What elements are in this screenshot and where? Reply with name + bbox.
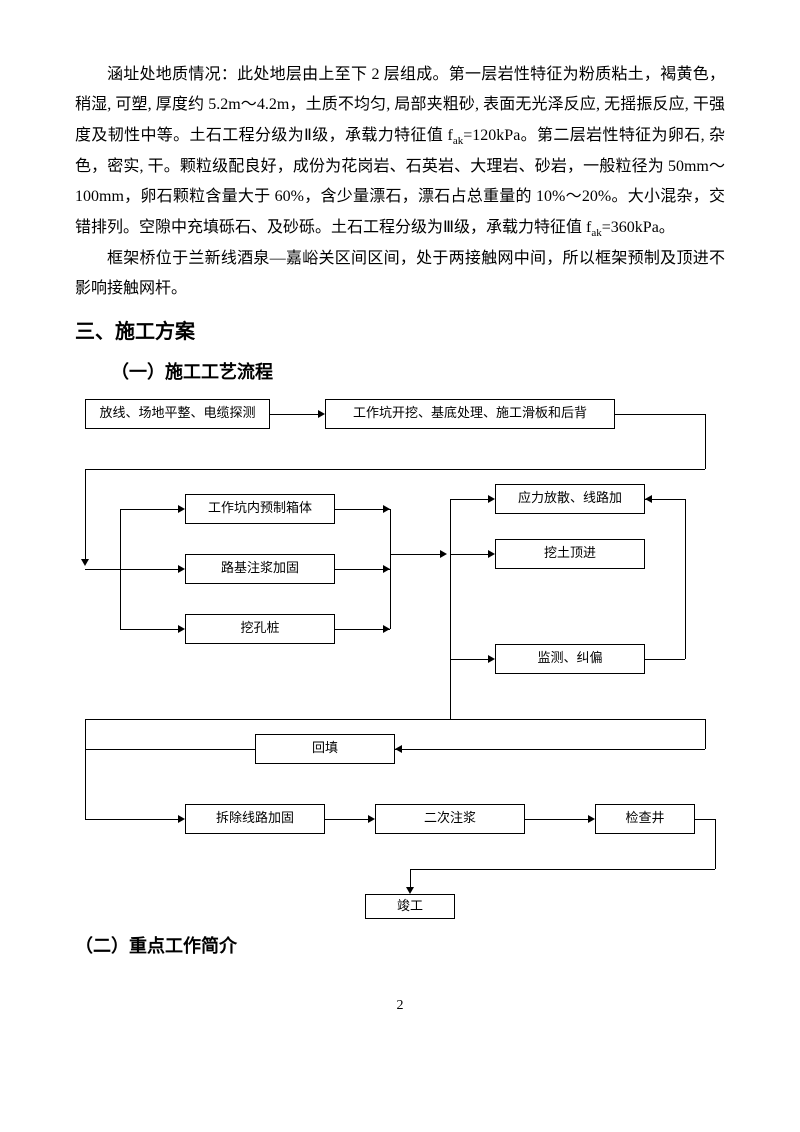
edge	[705, 414, 706, 469]
edge	[335, 569, 390, 570]
heading-sub-1: （一）施工工艺流程	[75, 355, 725, 389]
edge	[85, 559, 86, 560]
node-grouting: 路基注浆加固	[185, 554, 335, 584]
node-pile: 挖孔桩	[185, 614, 335, 644]
arrow	[645, 495, 652, 503]
heading-section-3: 三、施工方案	[75, 313, 725, 351]
construction-flowchart: 放线、场地平整、电缆探测 工作坑开挖、基底处理、施工滑板和后背 工作坑内预制箱体…	[75, 399, 725, 919]
edge	[335, 629, 390, 630]
edge	[450, 499, 451, 669]
page-number: 2	[75, 993, 725, 1020]
edge	[705, 719, 706, 749]
arrow	[488, 495, 495, 503]
arrow	[488, 550, 495, 558]
paragraph-bridge: 框架桥位于兰新线酒泉—嘉峪关区间区间，处于两接触网中间，所以框架预制及顶进不影响…	[75, 244, 725, 305]
edge	[450, 669, 451, 719]
arrow	[588, 815, 595, 823]
arrow	[488, 655, 495, 663]
edge	[450, 499, 488, 500]
heading-sub-2: （二）重点工作简介	[75, 929, 725, 963]
edge	[450, 659, 488, 660]
edge	[85, 749, 255, 750]
arrow	[395, 745, 402, 753]
node-monitor: 监测、纠偏	[495, 644, 645, 674]
arrow	[368, 815, 375, 823]
edge	[715, 819, 716, 869]
p1-sub1: ak	[453, 135, 463, 147]
arrow	[383, 505, 390, 513]
node-complete: 竣工	[365, 894, 455, 919]
edge	[410, 869, 411, 887]
edge	[85, 819, 178, 820]
edge	[85, 469, 705, 470]
node-backfill: 回填	[255, 734, 395, 764]
arrow	[178, 565, 185, 573]
edge	[645, 659, 685, 660]
node-manhole: 检查井	[595, 804, 695, 834]
edge	[325, 819, 368, 820]
paragraph-geology: 涵址处地质情况：此处地层由上至下 2 层组成。第一层岩性特征为粉质粘土，褐黄色，…	[75, 60, 725, 244]
node-regrouting: 二次注浆	[375, 804, 525, 834]
node-stress: 应力放散、线路加	[495, 484, 645, 514]
arrow	[383, 565, 390, 573]
p1-sub2: ak	[591, 227, 601, 239]
arrow	[178, 625, 185, 633]
edge	[390, 554, 440, 555]
arrow	[178, 505, 185, 513]
edge	[685, 499, 686, 659]
edge	[395, 749, 705, 750]
edge	[120, 509, 178, 510]
edge	[335, 509, 390, 510]
edge	[270, 414, 318, 415]
node-pit: 工作坑开挖、基底处理、施工滑板和后背	[325, 399, 615, 429]
arrow	[383, 625, 390, 633]
edge	[85, 469, 86, 559]
node-jacking: 挖土顶进	[495, 539, 645, 569]
edge	[85, 719, 705, 720]
node-precast: 工作坑内预制箱体	[185, 494, 335, 524]
arrow	[318, 410, 325, 418]
edge	[120, 569, 178, 570]
node-remove: 拆除线路加固	[185, 804, 325, 834]
arrow	[178, 815, 185, 823]
arrow	[406, 887, 414, 894]
edge	[695, 819, 715, 820]
edge	[615, 414, 705, 415]
edge	[85, 749, 86, 819]
edge	[85, 569, 120, 570]
node-survey: 放线、场地平整、电缆探测	[85, 399, 270, 429]
arrow	[81, 559, 89, 566]
edge	[410, 869, 715, 870]
edge	[525, 819, 588, 820]
arrow	[440, 550, 447, 558]
edge	[120, 629, 178, 630]
edge	[450, 554, 488, 555]
edge	[390, 509, 391, 629]
p1-t3: =360kPa。	[602, 219, 675, 236]
